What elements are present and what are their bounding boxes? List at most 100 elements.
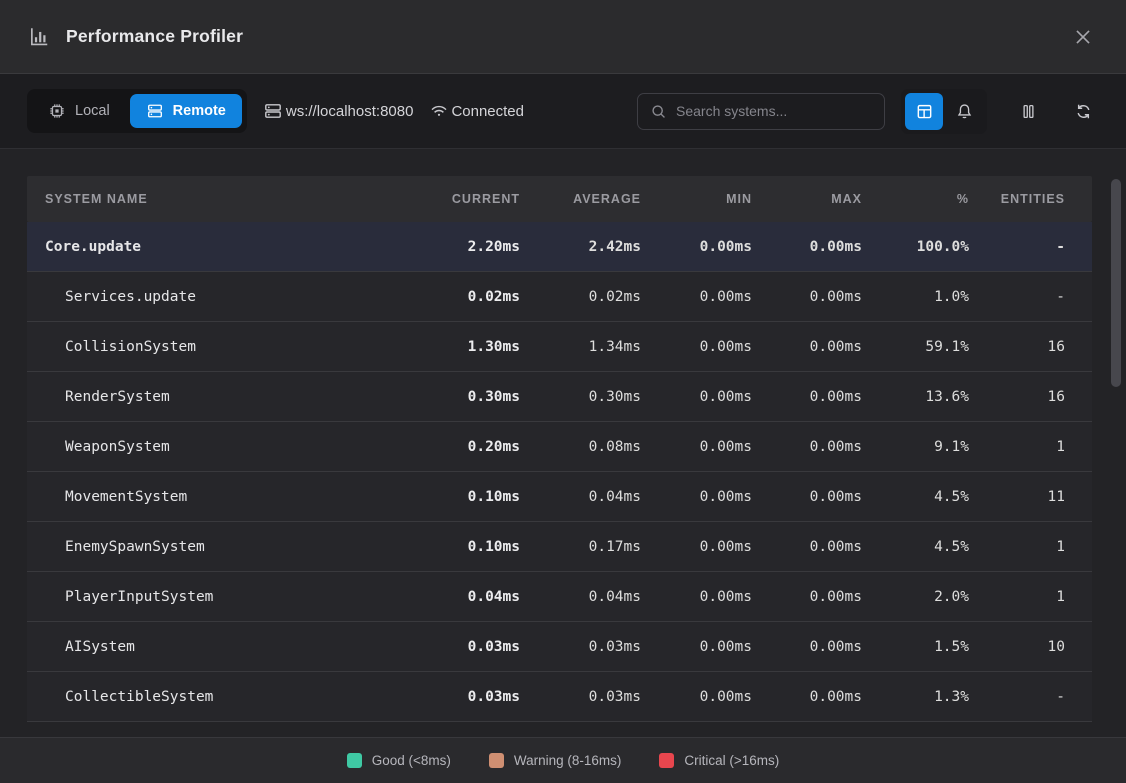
bar-chart-icon (28, 26, 50, 48)
toolbar: Local Remote (0, 74, 1126, 149)
table-view-icon (915, 102, 934, 121)
table-view-button[interactable] (905, 92, 943, 130)
close-icon[interactable] (1068, 22, 1098, 52)
refresh-button[interactable] (1068, 96, 1099, 127)
table-row[interactable]: CollectibleSystem 0.03ms 0.03ms 0.00ms 0… (27, 672, 1092, 722)
legend-label: Good (<8ms) (371, 753, 451, 768)
percent-cell: 1.3% (934, 688, 969, 705)
system-name-cell: WeaponSystem (65, 438, 170, 455)
percent-cell: 1.0% (934, 288, 969, 305)
legend-bar: Good (<8ms) Warning (8-16ms) Critical (>… (0, 737, 1126, 783)
col-system-name[interactable]: SYSTEM NAME (45, 192, 148, 206)
content-area: SYSTEM NAME CURRENT AVERAGE MIN MAX % EN… (0, 176, 1126, 764)
percent-cell: 9.1% (934, 438, 969, 455)
min-cell: 0.00ms (699, 488, 752, 505)
local-mode-button[interactable]: Local (32, 94, 126, 128)
search-icon (650, 103, 667, 120)
search-input[interactable] (676, 103, 872, 119)
average-cell: 0.03ms (588, 638, 641, 655)
average-cell: 0.04ms (588, 488, 641, 505)
current-cell: 0.20ms (467, 438, 520, 455)
max-cell: 0.00ms (809, 438, 862, 455)
cpu-icon (48, 102, 66, 120)
max-cell: 0.00ms (809, 588, 862, 605)
col-entities[interactable]: ENTITIES (1000, 192, 1065, 206)
table-row[interactable]: MovementSystem 0.10ms 0.04ms 0.00ms 0.00… (27, 472, 1092, 522)
min-cell: 0.00ms (699, 638, 752, 655)
percent-cell: 1.5% (934, 638, 969, 655)
min-cell: 0.00ms (699, 688, 752, 705)
system-name-cell: CollectibleSystem (65, 688, 214, 705)
table-row[interactable]: Services.update 0.02ms 0.02ms 0.00ms 0.0… (27, 272, 1092, 322)
table-row[interactable]: RenderSystem 0.30ms 0.30ms 0.00ms 0.00ms… (27, 372, 1092, 422)
search-box (637, 92, 885, 130)
col-min[interactable]: MIN (726, 192, 752, 206)
connection-url-text: ws://localhost:8080 (285, 102, 414, 120)
max-cell: 0.00ms (809, 638, 862, 655)
current-cell: 1.30ms (467, 338, 520, 355)
pause-icon (1019, 102, 1038, 121)
average-cell: 2.42ms (588, 238, 641, 255)
legend-swatch (659, 753, 675, 768)
remote-mode-button[interactable]: Remote (129, 94, 242, 128)
current-cell: 0.30ms (467, 388, 520, 405)
legend-swatch (346, 753, 362, 768)
average-cell: 0.04ms (588, 588, 641, 605)
table-row[interactable]: Core.update 2.20ms 2.42ms 0.00ms 0.00ms … (27, 222, 1092, 272)
refresh-icon (1074, 102, 1093, 121)
wifi-icon (429, 101, 449, 121)
entities-cell: - (1056, 688, 1065, 705)
server-icon (263, 101, 283, 121)
table-row[interactable]: CollisionSystem 1.30ms 1.34ms 0.00ms 0.0… (27, 322, 1092, 372)
min-cell: 0.00ms (699, 588, 752, 605)
legend-item: Warning (8-16ms) (488, 753, 622, 768)
current-cell: 0.03ms (467, 638, 520, 655)
current-cell: 0.10ms (467, 488, 520, 505)
max-cell: 0.00ms (809, 388, 862, 405)
col-average[interactable]: AVERAGE (573, 192, 641, 206)
system-name-cell: CollisionSystem (65, 338, 196, 355)
max-cell: 0.00ms (809, 538, 862, 555)
current-cell: 0.10ms (467, 538, 520, 555)
entities-cell: 11 (1047, 488, 1065, 505)
col-current[interactable]: CURRENT (451, 192, 520, 206)
table-row[interactable]: EnemySpawnSystem 0.10ms 0.17ms 0.00ms 0.… (27, 522, 1092, 572)
average-cell: 0.02ms (588, 288, 641, 305)
entities-cell: 16 (1047, 338, 1065, 355)
current-cell: 0.04ms (467, 588, 520, 605)
system-name-cell: PlayerInputSystem (65, 588, 214, 605)
max-cell: 0.00ms (809, 338, 862, 355)
connection-status-text: Connected (451, 102, 524, 120)
scrollbar-thumb[interactable] (1111, 179, 1121, 387)
table-row[interactable]: WeaponSystem 0.20ms 0.08ms 0.00ms 0.00ms… (27, 422, 1092, 472)
alerts-button[interactable] (945, 93, 983, 130)
current-cell: 0.02ms (467, 288, 520, 305)
percent-cell: 59.1% (925, 338, 969, 355)
average-cell: 0.08ms (588, 438, 641, 455)
percent-cell: 100.0% (916, 238, 969, 255)
connection-url: ws://localhost:8080 (263, 101, 414, 121)
system-name-cell: AISystem (65, 638, 135, 655)
min-cell: 0.00ms (699, 438, 752, 455)
table-row[interactable]: AISystem 0.03ms 0.03ms 0.00ms 0.00ms 1.5… (27, 622, 1092, 672)
entities-cell: 1 (1056, 588, 1065, 605)
entities-cell: 16 (1047, 388, 1065, 405)
view-toggle-group (901, 88, 987, 134)
system-name-cell: Core.update (45, 238, 142, 255)
min-cell: 0.00ms (699, 288, 752, 305)
min-cell: 0.00ms (699, 238, 752, 255)
col-percent[interactable]: % (956, 192, 969, 206)
system-name-cell: Services.update (65, 288, 196, 305)
table-row[interactable]: PlayerInputSystem 0.04ms 0.04ms 0.00ms 0… (27, 572, 1092, 622)
legend-label: Warning (8-16ms) (513, 753, 622, 768)
entities-cell: 10 (1047, 638, 1065, 655)
entities-cell: - (1056, 238, 1065, 255)
current-cell: 0.03ms (467, 688, 520, 705)
percent-cell: 4.5% (934, 488, 969, 505)
pause-button[interactable] (1013, 96, 1044, 127)
col-max[interactable]: MAX (831, 192, 862, 206)
min-cell: 0.00ms (699, 388, 752, 405)
systems-table: SYSTEM NAME CURRENT AVERAGE MIN MAX % EN… (27, 176, 1092, 722)
legend-swatch (488, 753, 504, 768)
